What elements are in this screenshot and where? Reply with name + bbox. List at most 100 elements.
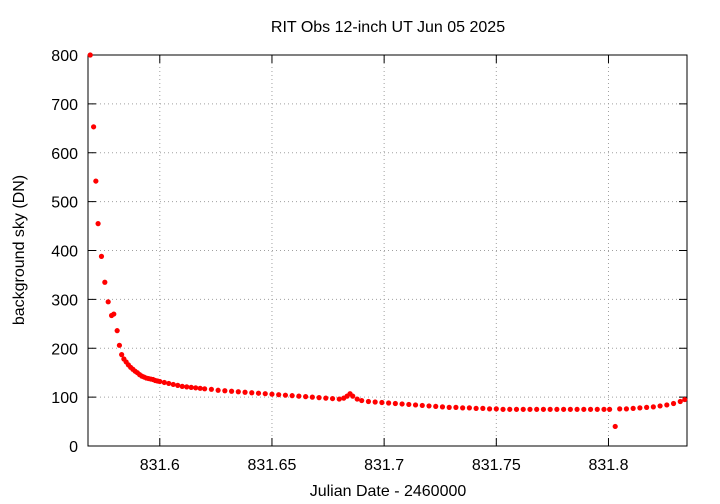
y-tick-label: 0 (69, 439, 78, 456)
data-point (574, 406, 580, 412)
data-point (193, 385, 199, 391)
data-point (554, 406, 560, 412)
x-axis-label: Julian Date - 2460000 (310, 483, 467, 500)
data-point (637, 405, 643, 411)
data-point (392, 400, 398, 407)
data-point (208, 386, 214, 392)
data-points (87, 52, 688, 430)
data-point (453, 404, 459, 410)
data-point (677, 398, 683, 405)
data-point (623, 406, 630, 412)
data-point (607, 406, 613, 412)
data-point (95, 221, 101, 227)
data-point (507, 406, 513, 412)
data-point (215, 387, 221, 393)
data-point (587, 406, 594, 412)
data-point (419, 402, 425, 409)
data-point (93, 178, 99, 184)
data-point (323, 395, 329, 401)
data-point (114, 328, 120, 334)
data-point (175, 382, 181, 388)
data-point (329, 395, 336, 402)
x-tick-label: 831.65 (247, 457, 296, 474)
data-point (594, 406, 600, 412)
data-point (166, 380, 172, 387)
y-axis-label: background sky (DN) (11, 175, 28, 325)
data-point (406, 401, 412, 408)
data-point (202, 386, 208, 392)
y-tick-label: 700 (51, 97, 78, 114)
data-point (289, 393, 295, 399)
data-point (601, 406, 607, 412)
x-tick-label: 831.75 (472, 457, 521, 474)
data-point (486, 406, 493, 412)
data-point (581, 406, 587, 412)
data-point (480, 405, 486, 411)
data-point (372, 399, 378, 405)
x-tick-label: 831.8 (588, 457, 628, 474)
data-point (466, 405, 472, 411)
data-point (670, 400, 677, 407)
data-point (386, 400, 392, 406)
data-point (630, 405, 636, 411)
y-tick-label: 500 (51, 195, 78, 212)
data-point (276, 392, 282, 398)
data-point (255, 390, 262, 396)
data-point (116, 342, 123, 348)
data-point (650, 404, 656, 410)
data-point (228, 388, 235, 394)
data-point (664, 402, 670, 408)
data-point (433, 403, 439, 410)
x-tick-label: 831.6 (140, 457, 180, 474)
data-point (336, 396, 342, 402)
data-point (262, 391, 268, 397)
data-point (540, 406, 547, 412)
chart-title: RIT Obs 12-inch UT Jun 05 2025 (271, 19, 505, 36)
data-point (520, 406, 526, 412)
data-point (426, 403, 432, 409)
data-point (119, 352, 125, 358)
y-tick-label: 400 (51, 244, 78, 261)
data-point (170, 381, 176, 388)
y-tick-label: 200 (51, 341, 78, 358)
data-point (102, 279, 108, 285)
data-point (534, 406, 540, 412)
data-point (439, 404, 446, 410)
data-point (612, 423, 618, 430)
y-tick-label: 600 (51, 146, 78, 163)
data-point (527, 406, 533, 412)
data-point (309, 394, 315, 400)
data-point (359, 397, 365, 404)
data-point (379, 399, 385, 406)
y-tick-label: 800 (51, 48, 78, 65)
data-point (561, 406, 567, 412)
data-point (87, 52, 93, 58)
data-point (282, 392, 289, 398)
data-point (350, 393, 356, 399)
data-point (249, 390, 255, 396)
data-point (493, 406, 499, 412)
data-point (197, 385, 203, 391)
data-point (303, 394, 309, 400)
data-point (161, 379, 167, 386)
data-point (547, 406, 553, 412)
tick-labels: 0 100 200 300 400 500 600 700 800 831.6 831.65 831.… (51, 48, 628, 474)
data-point (657, 403, 663, 409)
data-point (184, 384, 190, 390)
data-point (500, 406, 506, 412)
data-point (157, 378, 163, 385)
data-point (513, 406, 520, 412)
data-point (412, 402, 419, 408)
data-point (567, 406, 573, 412)
data-point (460, 405, 466, 411)
data-point (682, 396, 688, 403)
data-point (188, 384, 194, 390)
data-point (365, 398, 372, 405)
data-point (446, 404, 452, 410)
data-point (105, 299, 111, 305)
data-point (296, 393, 302, 399)
data-point (91, 124, 97, 130)
data-point (98, 253, 105, 259)
y-tick-label: 300 (51, 292, 78, 309)
data-point (644, 404, 650, 410)
